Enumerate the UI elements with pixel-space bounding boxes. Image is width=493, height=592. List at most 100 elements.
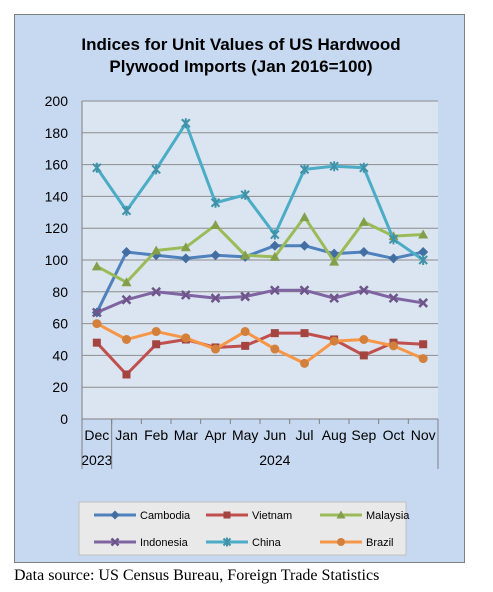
line-chart: Indices for Unit Values of US Hardwood P… — [45, 35, 439, 556]
data-point-malaysia — [180, 242, 191, 252]
data-point-malaysia — [210, 220, 221, 230]
data-point-indonesia — [358, 285, 369, 296]
data-point-malaysia — [418, 229, 429, 239]
data-point-indonesia — [210, 293, 221, 304]
data-point-indonesia — [240, 291, 251, 302]
data-point-vietnam — [92, 338, 101, 347]
data-point-cambodia — [299, 240, 310, 251]
data-point-indonesia — [418, 298, 429, 308]
data-point-brazil — [122, 335, 131, 344]
legend-item-china: China — [206, 537, 282, 549]
legend-label-brazil: Brazil — [366, 537, 394, 549]
legend-item-vietnam: Vietnam — [206, 510, 292, 522]
data-point-vietnam — [300, 329, 309, 338]
y-tick-label: 20 — [52, 379, 68, 395]
data-point-indonesia — [388, 293, 399, 304]
x-group-label: 2023 — [81, 452, 112, 468]
y-tick-label: 120 — [45, 220, 69, 236]
x-tick-label: Sep — [351, 427, 376, 443]
data-point-cambodia — [358, 247, 369, 258]
x-group-label: 2024 — [259, 452, 290, 468]
y-tick-label: 80 — [52, 284, 68, 300]
legend-label-china: China — [252, 537, 282, 549]
data-point-malaysia — [329, 256, 340, 266]
data-point-brazil — [359, 335, 369, 344]
data-point-china — [240, 189, 250, 200]
legend-label-cambodia: Cambodia — [140, 510, 191, 522]
legend-item-cambodia: Cambodia — [94, 510, 191, 522]
data-source-note: Data source: US Census Bureau, Foreign T… — [14, 567, 380, 584]
data-point-china — [270, 229, 280, 240]
axes: 0 20 40 60 80 100 120 140 160 180 200 Dec Jan Feb Mar A… — [45, 93, 439, 469]
data-point-china — [388, 234, 399, 245]
data-point-indonesia — [269, 285, 280, 296]
data-point-cambodia — [388, 253, 399, 264]
legend-marker-cambodia — [110, 510, 120, 520]
x-tick-label: Apr — [205, 427, 227, 443]
y-tick-label: 200 — [45, 93, 69, 109]
data-point-indonesia — [329, 293, 340, 304]
x-tick-label: Mar — [174, 427, 198, 443]
data-point-malaysia — [269, 251, 280, 261]
data-point-malaysia — [299, 212, 310, 222]
data-point-brazil — [92, 319, 102, 329]
chart-title-line-1: Indices for Unit Values of US Hardwood — [81, 35, 400, 54]
series-layer — [91, 118, 429, 379]
y-tick-label: 40 — [52, 347, 68, 363]
data-point-china — [151, 164, 161, 175]
data-point-brazil — [240, 327, 250, 337]
data-point-vietnam — [419, 340, 428, 349]
data-point-indonesia — [180, 290, 191, 300]
data-point-malaysia — [121, 277, 132, 287]
data-point-brazil — [300, 358, 309, 368]
legend-marker-malaysia — [336, 510, 346, 519]
legend: Cambodia Vietnam Malaysia Indonesia China Bra… — [94, 510, 410, 549]
data-point-brazil — [151, 327, 161, 337]
data-point-cambodia — [121, 247, 132, 258]
data-point-indonesia — [299, 285, 310, 296]
legend-box — [78, 501, 407, 556]
data-point-indonesia — [121, 294, 132, 305]
legend-marker-vietnam — [223, 511, 231, 519]
data-point-brazil — [389, 341, 398, 351]
legend-marker-indonesia — [110, 537, 120, 547]
data-point-brazil — [270, 344, 280, 354]
y-tick-label: 60 — [52, 316, 68, 332]
series-line-malaysia — [96, 215, 424, 284]
y-tick-label: 100 — [45, 252, 69, 268]
grid-lines — [82, 100, 438, 388]
data-point-china — [359, 162, 369, 173]
series-malaysia — [91, 212, 429, 287]
data-point-indonesia — [91, 307, 102, 318]
data-point-vietnam — [152, 340, 161, 349]
data-point-malaysia — [151, 245, 162, 255]
data-point-brazil — [329, 336, 339, 346]
data-point-brazil — [181, 333, 191, 343]
legend-item-malaysia: Malaysia — [320, 510, 410, 522]
data-point-china — [92, 162, 102, 173]
chart-frame: Indices for Unit Values of US Hardwood P… — [14, 14, 465, 563]
legend-label-vietnam: Vietnam — [252, 510, 292, 522]
x-tick-label: Nov — [411, 427, 436, 443]
data-point-brazil — [418, 354, 428, 364]
data-point-china — [299, 164, 310, 175]
series-china — [92, 118, 428, 265]
legend-item-indonesia: Indonesia — [94, 537, 189, 549]
data-point-vietnam — [122, 370, 131, 379]
data-point-cambodia — [329, 248, 340, 259]
data-point-china — [210, 197, 221, 208]
y-tick-label: 160 — [45, 157, 69, 173]
y-tick-label: 140 — [45, 188, 69, 204]
legend-marker-china — [222, 537, 232, 547]
data-point-cambodia — [269, 240, 280, 251]
legend-item-brazil: Brazil — [320, 537, 394, 549]
series-line-china — [95, 121, 425, 262]
x-tick-label: Feb — [144, 427, 168, 443]
x-tick-label: May — [232, 427, 258, 443]
legend-label-indonesia: Indonesia — [140, 537, 189, 549]
legend-marker-brazil — [337, 538, 345, 546]
x-tick-label: Dec — [84, 427, 109, 443]
x-tick-label: Jan — [115, 427, 138, 443]
data-point-cambodia — [418, 247, 429, 258]
data-point-china — [418, 255, 428, 265]
